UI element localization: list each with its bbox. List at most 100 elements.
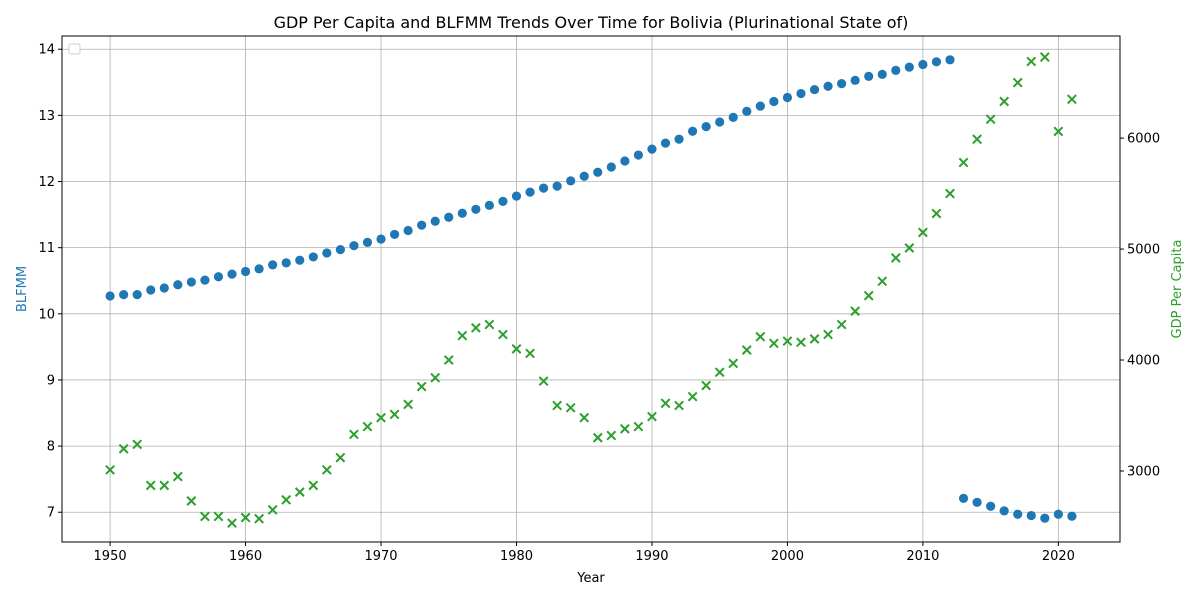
blfmm-point (674, 134, 684, 144)
blfmm-point (213, 272, 224, 282)
blfmm-point (728, 112, 738, 122)
blfmm-point (308, 252, 318, 262)
gdp-point (999, 96, 1010, 107)
blfmm-point (457, 208, 467, 218)
blfmm-point (200, 275, 210, 285)
blfmm-point (376, 234, 386, 244)
gdp-point (836, 319, 847, 330)
gdp-point (687, 391, 698, 402)
gdp-point (470, 322, 481, 333)
gdp-point (985, 114, 996, 125)
blfmm-point (918, 59, 928, 70)
blfmm-point (105, 291, 115, 301)
gdp-point (105, 464, 115, 475)
gdp-point (674, 400, 684, 411)
y-tick-label-left: 9 (47, 373, 55, 388)
gdp-point (511, 344, 522, 354)
x-tick-label: 2010 (906, 549, 939, 564)
blfmm-point (132, 290, 142, 300)
blfmm-point (796, 88, 806, 99)
x-tick-label: 1950 (94, 549, 127, 564)
y-tick-label-left: 14 (38, 43, 55, 58)
gdp-point (768, 338, 779, 349)
gdp-point (714, 367, 725, 378)
blfmm-point (566, 176, 576, 186)
gdp-point (281, 494, 292, 505)
blfmm-point (633, 150, 644, 160)
blfmm-point (782, 92, 793, 103)
blfmm-point (403, 225, 413, 236)
blfmm-point (186, 277, 196, 287)
gdp-point (809, 334, 820, 344)
blfmm-point (606, 162, 616, 172)
blfmm-point (268, 260, 278, 270)
blfmm-point (931, 57, 942, 67)
gdp-point (1026, 56, 1037, 67)
gdp-point (755, 331, 766, 342)
gdp-point (565, 402, 576, 413)
gdp-point (267, 504, 278, 515)
gdp-point (186, 496, 197, 506)
gdp-point (349, 429, 359, 440)
x-tick-label: 1960 (229, 549, 262, 564)
gdp-point (1039, 52, 1050, 62)
x-tick-label: 1990 (635, 549, 668, 564)
gdp-point (931, 208, 942, 219)
plot-frame (61, 35, 1121, 543)
y-tick-label-left: 11 (38, 241, 55, 256)
gdp-point (782, 336, 793, 347)
blfmm-point (511, 191, 522, 201)
blfmm-point (240, 266, 251, 277)
gdp-point (538, 376, 549, 387)
gdp-point (145, 480, 156, 491)
blfmm-point (986, 501, 996, 511)
gdp-point (335, 452, 346, 463)
blfmm-point (837, 79, 847, 89)
blfmm-point (159, 283, 169, 293)
gdp-point (132, 439, 143, 450)
blfmm-point (660, 138, 671, 148)
blfmm-point (525, 187, 535, 197)
blfmm-point (1026, 510, 1036, 521)
blfmm-point (823, 81, 833, 91)
blfmm-point (538, 183, 549, 193)
blfmm-point (498, 196, 508, 206)
gdp-point (904, 243, 915, 253)
gdp-point (403, 399, 414, 410)
y-tick-label-right: 6000 (1127, 132, 1160, 147)
gdp-point (633, 421, 644, 432)
blfmm-point (335, 245, 345, 255)
gdp-point (376, 412, 386, 423)
y-tick-label-left: 13 (38, 109, 55, 124)
grid (62, 36, 1120, 542)
gdp-point (389, 409, 400, 420)
x-tick-label: 2020 (1042, 549, 1075, 564)
gdp-point (796, 337, 806, 348)
blfmm-point (322, 248, 332, 258)
blfmm-point (945, 55, 955, 65)
x-tick-label: 1980 (500, 549, 533, 564)
gdp-point (525, 348, 535, 359)
blfmm-point (430, 216, 440, 226)
gdp-point (619, 423, 630, 434)
plot-area (105, 52, 1077, 529)
blfmm-point (593, 167, 603, 177)
blfmm-point (484, 200, 494, 210)
gdp-point (917, 227, 928, 238)
x-axis-label: Year (576, 571, 605, 586)
blfmm-point (999, 506, 1009, 516)
gdp-point (863, 290, 874, 301)
blfmm-point (688, 126, 698, 136)
gdp-point (823, 329, 833, 340)
axes: 1950 1960 1970 1980 1990 2000 2010 2020 7 8 9 10 11 1… (38, 43, 1160, 564)
blfmm-point (715, 117, 725, 127)
gdp-point (606, 430, 617, 441)
gdp-point (227, 518, 237, 529)
gdp-point (254, 513, 265, 524)
blfmm-point (850, 75, 860, 85)
blfmm-point (119, 290, 129, 300)
blfmm-point (362, 237, 373, 247)
gdp-point (443, 355, 454, 365)
blfmm-point (552, 181, 562, 191)
